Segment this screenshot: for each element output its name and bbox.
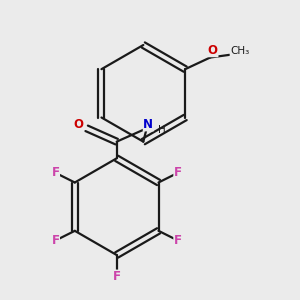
Text: F: F [113,270,121,283]
Text: F: F [51,234,59,247]
Text: F: F [174,166,182,179]
Text: CH₃: CH₃ [230,46,249,56]
Text: O: O [208,44,218,57]
Text: N: N [143,118,153,131]
Text: O: O [73,118,83,131]
Text: H: H [158,125,166,135]
Text: F: F [51,166,59,179]
Text: F: F [174,234,182,247]
